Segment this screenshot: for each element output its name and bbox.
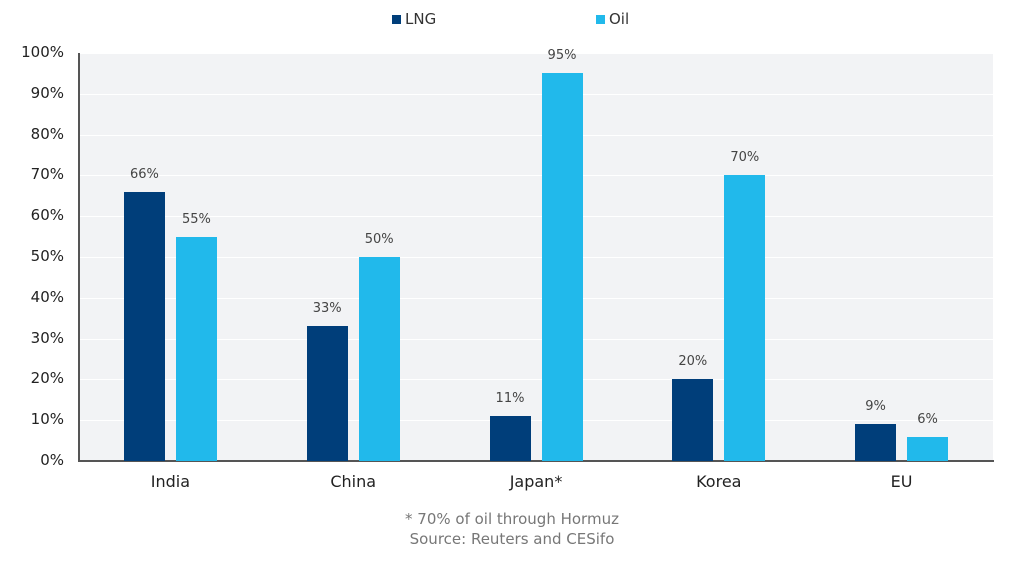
legend-label-oil: Oil bbox=[609, 10, 630, 28]
y-tick-label: 40% bbox=[30, 287, 64, 306]
chart-legend: LNG Oil bbox=[0, 10, 1024, 36]
bar-value-label: 9% bbox=[865, 399, 886, 415]
x-axis-line bbox=[78, 460, 994, 462]
y-tick-label: 90% bbox=[30, 83, 64, 102]
x-tick-label: Korea bbox=[696, 472, 742, 491]
bar-lng-korea bbox=[672, 379, 714, 461]
y-tick-label: 100% bbox=[21, 43, 64, 61]
bar-value-label: 66% bbox=[129, 166, 159, 182]
bar-oil-india bbox=[175, 236, 217, 461]
legend-label-lng: LNG bbox=[405, 10, 437, 28]
y-tick-label: 20% bbox=[30, 369, 64, 388]
y-axis-line bbox=[78, 53, 80, 462]
y-tick-label: 30% bbox=[30, 328, 64, 347]
gridline bbox=[79, 93, 993, 95]
bar-lng-eu bbox=[855, 424, 897, 461]
gridline bbox=[79, 379, 993, 381]
bar-value-label: 50% bbox=[364, 232, 394, 247]
bar-value-label: 6% bbox=[917, 411, 938, 427]
y-tick-label: 0% bbox=[40, 451, 64, 469]
bar-value-label: 20% bbox=[678, 354, 708, 370]
bar-oil-korea bbox=[724, 175, 766, 461]
bar-oil-eu bbox=[907, 436, 949, 461]
bar-value-label: 95% bbox=[547, 48, 577, 64]
bar-lng-india bbox=[123, 191, 165, 461]
gridline bbox=[79, 53, 993, 54]
gridline bbox=[79, 134, 993, 136]
oil-swatch-icon bbox=[596, 14, 605, 24]
x-tick-label: EU bbox=[890, 472, 913, 491]
legend-item-lng: LNG bbox=[392, 10, 436, 28]
bar-lng-japan bbox=[489, 416, 531, 461]
gridline bbox=[79, 175, 993, 177]
footnote-source: Source: Reuters and CESifo bbox=[409, 530, 615, 548]
gridline bbox=[79, 257, 993, 258]
plot-area bbox=[79, 53, 993, 461]
y-tick-label: 50% bbox=[30, 247, 64, 265]
bar-value-label: 11% bbox=[495, 391, 525, 407]
bar-lng-china bbox=[306, 326, 348, 461]
x-tick-label: Japan* bbox=[509, 472, 563, 491]
x-tick-label: China bbox=[330, 472, 377, 491]
bar-value-label: 33% bbox=[312, 301, 342, 317]
gridline bbox=[79, 297, 993, 299]
y-tick-label: 60% bbox=[30, 206, 64, 225]
y-tick-label: 10% bbox=[30, 410, 64, 429]
lng-swatch-icon bbox=[392, 14, 401, 24]
bar-value-label: 70% bbox=[730, 150, 760, 166]
footnote-note: * 70% of oil through Hormuz bbox=[405, 510, 619, 528]
y-tick-label: 80% bbox=[30, 124, 64, 143]
bar-oil-china bbox=[358, 257, 400, 461]
gridline bbox=[79, 420, 993, 422]
bar-oil-japan bbox=[541, 73, 583, 461]
y-tick-label: 70% bbox=[30, 165, 64, 184]
gridline bbox=[79, 338, 993, 340]
gridline bbox=[79, 216, 993, 218]
legend-item-oil: Oil bbox=[596, 10, 629, 28]
x-tick-label: India bbox=[150, 472, 191, 491]
bar-value-label: 55% bbox=[181, 211, 211, 227]
